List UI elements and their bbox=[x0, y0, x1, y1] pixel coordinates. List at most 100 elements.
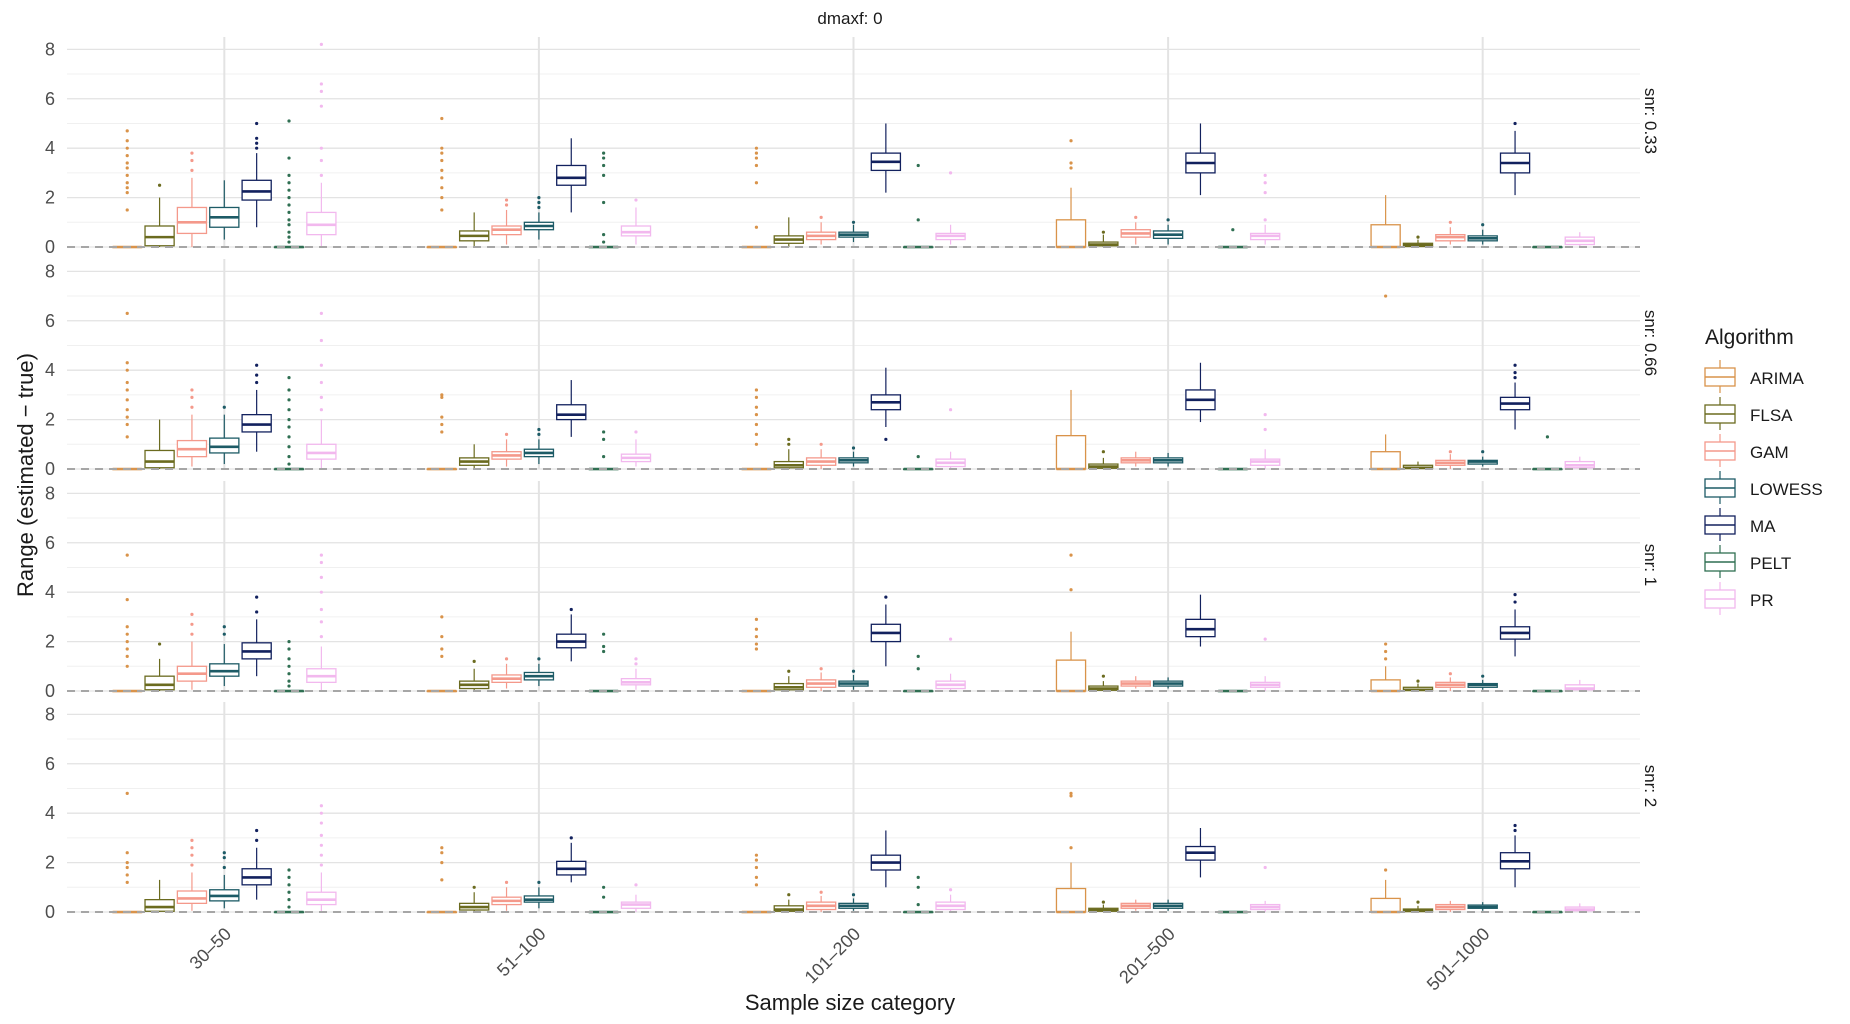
box-flsa bbox=[144, 642, 175, 691]
outlier-point bbox=[602, 240, 606, 244]
box-ma bbox=[1499, 823, 1531, 888]
outlier-point bbox=[287, 905, 291, 909]
box-body bbox=[556, 164, 587, 186]
outlier-point bbox=[287, 898, 291, 902]
outlier-point bbox=[287, 181, 291, 185]
outlier-point bbox=[125, 880, 129, 884]
outlier-point bbox=[319, 380, 323, 385]
box-lowess bbox=[1152, 218, 1184, 245]
outlier-point bbox=[1101, 230, 1105, 234]
outlier-point bbox=[754, 422, 759, 427]
outlier-point bbox=[319, 853, 323, 857]
outlier-point bbox=[125, 647, 129, 651]
outlier-point bbox=[1513, 600, 1517, 604]
box-pr bbox=[935, 637, 966, 691]
outlier-point bbox=[1513, 375, 1517, 380]
box-gam bbox=[176, 388, 208, 467]
box-arima bbox=[741, 388, 772, 471]
outlier-point bbox=[319, 575, 323, 579]
outlier-point bbox=[190, 853, 194, 857]
outlier-point bbox=[125, 191, 129, 195]
box-gam bbox=[491, 880, 522, 911]
x-tick-label: 101–200 bbox=[801, 924, 865, 988]
outlier-point bbox=[1263, 413, 1267, 417]
outlier-point bbox=[1069, 846, 1073, 850]
x-tick-label: 201–500 bbox=[1115, 924, 1179, 988]
outlier-point bbox=[851, 220, 856, 224]
outlier-point bbox=[754, 617, 759, 621]
box-flsa bbox=[144, 879, 175, 912]
box-pr bbox=[1564, 232, 1595, 247]
outlier-point bbox=[916, 885, 920, 889]
box-flsa bbox=[144, 183, 175, 247]
box-body bbox=[1055, 434, 1087, 470]
box-arima bbox=[1055, 791, 1087, 914]
outlier-point bbox=[754, 163, 759, 168]
outlier-point bbox=[125, 632, 129, 636]
outlier-point bbox=[1166, 218, 1170, 222]
outlier-point bbox=[440, 208, 444, 212]
outlier-point bbox=[287, 156, 291, 160]
outlier-point bbox=[319, 560, 323, 565]
outlier-point bbox=[1263, 191, 1267, 195]
outlier-point bbox=[440, 195, 444, 200]
outlier-point bbox=[440, 615, 444, 619]
outlier-point bbox=[754, 405, 759, 409]
outlier-point bbox=[287, 672, 291, 676]
box-arima bbox=[426, 615, 458, 693]
box-gam bbox=[805, 442, 837, 469]
box-gam bbox=[1435, 220, 1466, 245]
box-pr bbox=[1249, 413, 1281, 469]
y-tick-label: 2 bbox=[45, 632, 55, 652]
box-gam bbox=[1120, 451, 1151, 467]
outlier-point bbox=[602, 649, 606, 654]
y-tick-label: 6 bbox=[45, 311, 55, 331]
outlier-point bbox=[125, 139, 129, 143]
outlier-point bbox=[319, 146, 323, 150]
outlier-point bbox=[319, 590, 323, 594]
outlier-point bbox=[1263, 218, 1267, 222]
box-flsa bbox=[1088, 674, 1119, 691]
outlier-point bbox=[287, 679, 291, 683]
outlier-point bbox=[125, 654, 129, 659]
box-pelt bbox=[273, 375, 305, 471]
box-pelt bbox=[1217, 228, 1249, 249]
box-gam bbox=[176, 151, 208, 247]
chart-title: dmaxf: 0 bbox=[817, 9, 882, 28]
y-tick-label: 4 bbox=[45, 582, 55, 602]
box-pelt bbox=[588, 430, 619, 471]
box-pr bbox=[306, 42, 337, 247]
outlier-point bbox=[190, 612, 194, 617]
box-pelt bbox=[588, 151, 619, 249]
legend-label: FLSA bbox=[1750, 406, 1793, 425]
outlier-point bbox=[1448, 672, 1452, 676]
outlier-point bbox=[754, 151, 759, 155]
legend-item-pelt: PELT bbox=[1704, 545, 1791, 578]
box-pr bbox=[1249, 637, 1281, 691]
outlier-point bbox=[190, 863, 194, 867]
y-tick-label: 4 bbox=[45, 138, 55, 158]
box-flsa bbox=[1088, 450, 1119, 469]
outlier-point bbox=[754, 413, 759, 417]
outlier-point bbox=[255, 363, 259, 367]
box-pelt bbox=[903, 654, 934, 693]
outlier-point bbox=[1481, 223, 1485, 227]
outlier-point bbox=[319, 804, 323, 808]
box-pelt bbox=[903, 875, 934, 914]
outlier-point bbox=[1101, 674, 1105, 678]
outlier-point bbox=[287, 455, 291, 459]
box-arima bbox=[112, 129, 143, 249]
box-lowess bbox=[1467, 223, 1498, 245]
box-pelt bbox=[273, 639, 305, 693]
box-flsa bbox=[144, 419, 175, 469]
box-pelt bbox=[588, 885, 619, 914]
outlier-point bbox=[1513, 823, 1517, 828]
outlier-point bbox=[472, 659, 476, 663]
outlier-point bbox=[602, 163, 606, 168]
box-arima bbox=[112, 791, 143, 914]
outlier-point bbox=[537, 880, 541, 884]
outlier-point bbox=[190, 632, 194, 636]
box-flsa bbox=[458, 659, 490, 691]
outlier-point bbox=[1231, 228, 1235, 232]
outlier-point bbox=[255, 838, 259, 842]
